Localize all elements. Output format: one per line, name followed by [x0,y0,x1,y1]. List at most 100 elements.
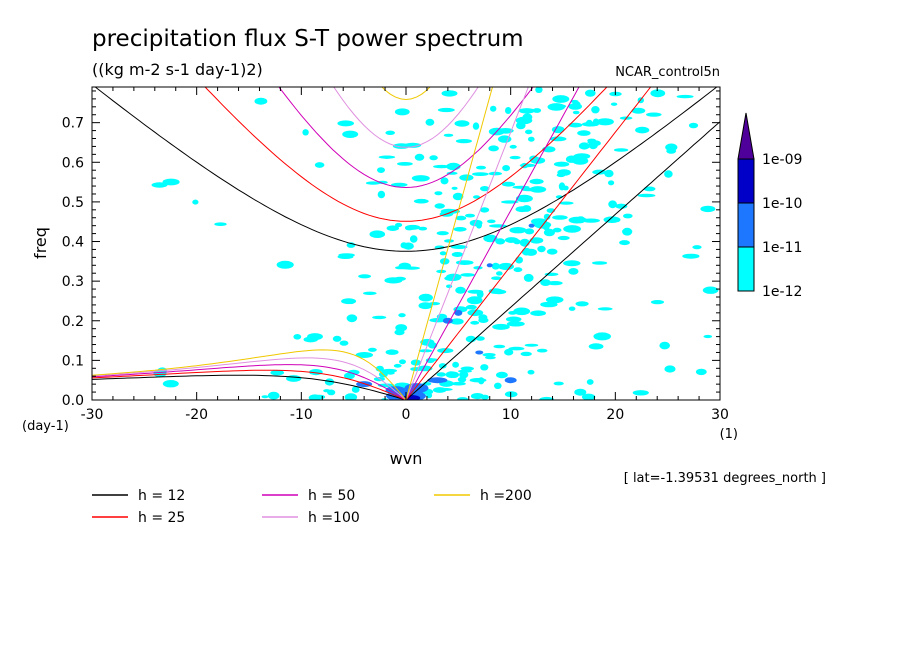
dispersion-curves [92,87,720,400]
power-blob [439,251,447,256]
power-blob [270,369,285,376]
power-blob [411,175,430,182]
power-blob [372,315,387,320]
power-blob [562,185,569,191]
power-blob [570,99,579,104]
dataset-label: NCAR_control5n [615,65,720,80]
power-blob [492,323,510,330]
power-blob [529,237,544,244]
power-blob [384,277,403,284]
power-blob [441,90,458,97]
colorbar-box [737,158,755,204]
power-blob [563,225,581,233]
legend-label: h =200 [480,488,532,504]
power-blob [515,194,533,203]
power-blob [695,368,707,376]
power-blob [436,372,447,377]
power-blob [552,95,570,103]
power-blob [608,180,615,186]
power-blob [519,238,530,247]
power-blob [397,162,413,166]
power-blob [539,396,555,400]
y-tick-label: 0.5 [62,195,84,211]
power-blob [676,94,694,99]
power-blob [530,157,546,164]
dispersion-curve [92,349,407,400]
power-blob [536,348,548,353]
power-blob [402,242,414,250]
power-blob [692,245,702,250]
power-blob [504,348,514,356]
power-blob [377,190,386,199]
power-blob [450,245,468,249]
power-blob [455,286,466,294]
power-blob [631,107,646,114]
power-blob [488,171,502,176]
legend-label: h =100 [308,510,360,526]
colorbar-label: 1e-11 [762,240,802,256]
power-blob [592,261,608,265]
power-blob [545,296,564,304]
power-blob [324,378,335,386]
power-blob [604,169,614,178]
power-blob [520,351,532,357]
power-blob [339,340,349,346]
power-blob [276,260,294,269]
power-blob [254,97,268,105]
power-blob [444,275,461,281]
power-blob-strong [427,377,448,384]
power-blob [433,387,447,393]
power-blob [558,201,574,205]
power-blob [327,389,336,396]
power-blob [457,397,469,400]
x-tick-label: -30 [81,407,104,423]
power-blob [444,239,454,243]
y-tick-label: 0.4 [62,235,84,251]
colorbar: 1e-12 1e-11 1e-10 1e-09 [737,112,802,300]
x-tick-label: -20 [185,407,208,423]
colorbar-overflow-triangle [737,112,755,160]
dispersion-curve [92,374,407,400]
power-blob [597,307,613,311]
power-blob [455,215,467,221]
power-blob [436,231,449,236]
power-blob [568,268,579,275]
x-unit-label: (1) [720,427,738,442]
power-blob [433,164,450,169]
x-tick-label: -10 [290,407,313,423]
power-blob [574,388,587,396]
power-blob [506,321,525,327]
power-blob [162,380,179,388]
y-tick-label: 0.0 [62,393,84,409]
power-blob [308,394,322,400]
y-tick-label: 0.1 [62,353,84,369]
power-blob [363,291,377,295]
power-blob [635,126,650,134]
power-blob [337,120,355,127]
power-blob [385,130,396,135]
power-blob [480,186,490,192]
power-blob [341,298,357,305]
power-blob [151,182,168,188]
power-blob [480,394,489,400]
power-blob [440,177,449,185]
power-blob [459,371,469,379]
power-blob [513,267,523,273]
power-blob [501,200,519,204]
power-blob [664,365,676,373]
power-blob [509,155,521,160]
power-blob [588,343,604,350]
power-blob [493,344,506,349]
power-blob [459,174,474,181]
x-tick-label: 30 [711,407,729,423]
power-blob [454,120,470,127]
axis-ticks: -30 -20 -10 0 10 20 30 0.0 0.1 0.2 0.3 0.4 0.5 0.6 0.7 [62,87,729,423]
power-blob [518,108,535,114]
y-tick-label: 0.6 [62,155,84,171]
power-blob [438,363,447,369]
power-blob [437,348,454,354]
power-blob [473,266,483,270]
power-blob [646,112,662,117]
power-blob [314,162,325,168]
power-blob-strong [486,263,493,268]
